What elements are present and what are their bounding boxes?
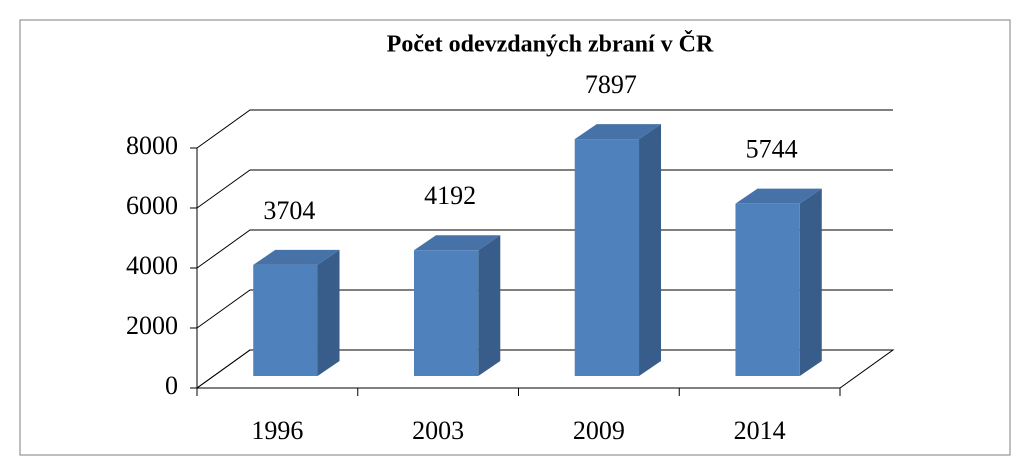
y-tick-label: 4000	[126, 251, 178, 280]
bar-top	[574, 124, 662, 140]
bar	[253, 249, 340, 376]
bar-top	[253, 249, 340, 265]
bar-front	[574, 139, 640, 376]
bar	[413, 235, 501, 376]
y-tick-label: 0	[165, 371, 178, 400]
bar-side	[639, 124, 662, 376]
bar-top	[413, 235, 501, 251]
x-tick-label: 2009	[573, 416, 625, 445]
x-tick-label: 2014	[734, 416, 786, 445]
y-tick-label: 2000	[126, 311, 178, 340]
grid-line	[196, 169, 893, 209]
bar-side	[799, 188, 822, 376]
bar-front	[413, 250, 479, 376]
value-label: 4192	[424, 181, 476, 210]
chart-title: Počet odevzdaných zbraní v ČR	[387, 31, 714, 58]
bar-top	[735, 188, 822, 204]
value-label: 5744	[746, 135, 798, 164]
grid-line	[196, 289, 893, 329]
grid-line	[196, 349, 893, 389]
bar	[574, 124, 662, 376]
grid-line	[196, 229, 893, 269]
y-tick-label: 8000	[126, 131, 178, 160]
bar	[735, 188, 822, 376]
bar-side	[317, 249, 340, 376]
bar-front	[735, 203, 800, 376]
bar-side	[478, 235, 501, 376]
x-tick-label: 2003	[412, 416, 464, 445]
x-tick-label: 1996	[251, 416, 303, 445]
bar-front	[253, 264, 318, 376]
grid-line	[196, 109, 893, 149]
value-label: 3704	[263, 196, 315, 225]
chart-frame	[19, 19, 1011, 456]
value-label: 7897	[585, 70, 637, 99]
y-tick-label: 6000	[126, 191, 178, 220]
